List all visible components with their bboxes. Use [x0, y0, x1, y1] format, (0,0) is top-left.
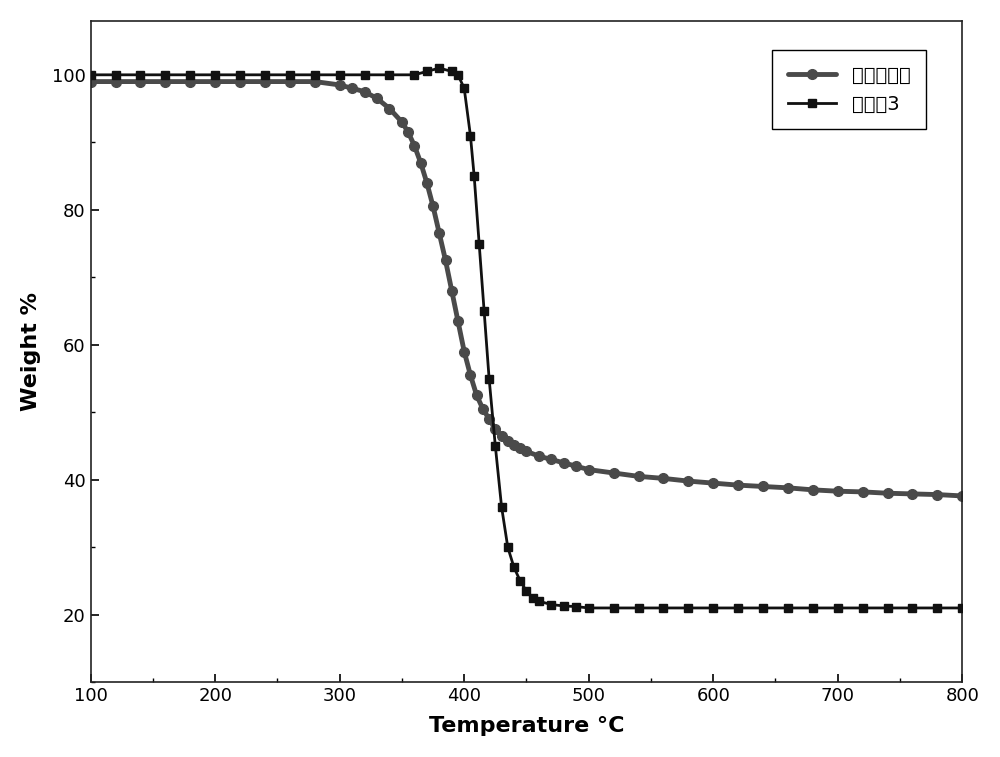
实施例3: [583, 603, 595, 612]
对比化合物: [514, 444, 526, 453]
对比化合物: [427, 202, 439, 211]
实施例3: [931, 603, 943, 612]
Line: 实施例3: 实施例3: [87, 64, 966, 612]
对比化合物: [533, 452, 545, 461]
对比化合物: [496, 431, 508, 441]
对比化合物: [85, 77, 97, 86]
实施例3: [359, 70, 371, 79]
Legend: 对比化合物, 实施例3: 对比化合物, 实施例3: [772, 51, 926, 129]
实施例3: [956, 603, 968, 612]
实施例3: [446, 67, 458, 76]
对比化合物: [110, 77, 122, 86]
实施例3: [452, 70, 464, 79]
Y-axis label: Weight %: Weight %: [21, 292, 41, 411]
对比化合物: [956, 491, 968, 500]
实施例3: [85, 70, 97, 79]
实施例3: [433, 64, 445, 73]
X-axis label: Temperature °C: Temperature °C: [429, 716, 624, 736]
实施例3: [657, 603, 669, 612]
实施例3: [570, 602, 582, 611]
对比化合物: [633, 472, 645, 481]
Line: 对比化合物: 对比化合物: [86, 76, 967, 501]
